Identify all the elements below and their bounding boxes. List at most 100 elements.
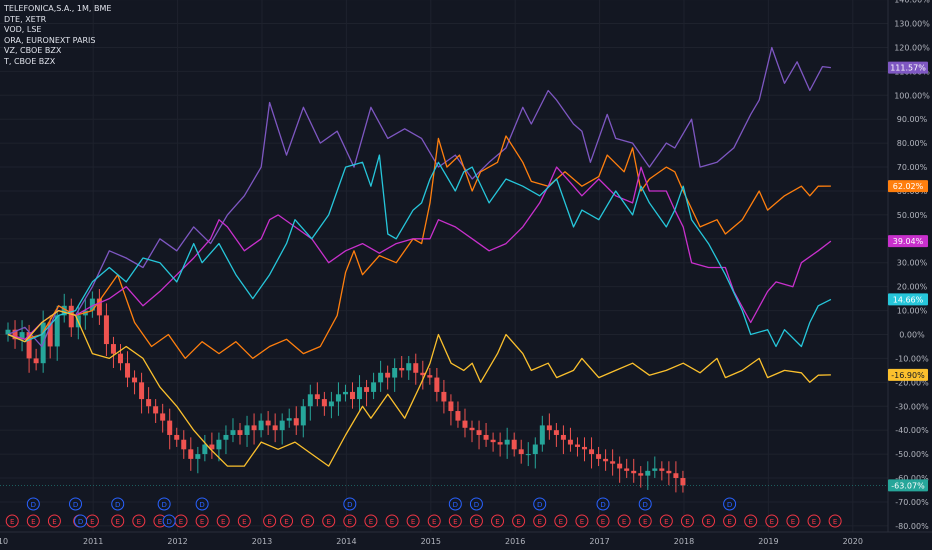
candle-body[interactable] xyxy=(307,394,313,407)
candle-body[interactable] xyxy=(342,391,348,395)
candle-body[interactable] xyxy=(293,418,299,426)
candle-body[interactable] xyxy=(26,332,32,359)
earnings-marker[interactable] xyxy=(702,514,716,528)
legend-t[interactable]: T, CBOE BZX xyxy=(4,56,56,66)
candle-body[interactable] xyxy=(33,358,39,364)
candle-body[interactable] xyxy=(321,399,327,407)
candle-body[interactable] xyxy=(335,394,341,402)
candle-body[interactable] xyxy=(448,401,454,412)
candle-body[interactable] xyxy=(328,401,334,407)
series-line-vz[interactable] xyxy=(7,135,831,360)
earnings-marker[interactable] xyxy=(132,514,146,528)
earnings-marker[interactable] xyxy=(617,514,631,528)
candle-body[interactable] xyxy=(518,449,524,455)
earnings-marker[interactable] xyxy=(364,514,378,528)
earnings-marker[interactable] xyxy=(47,514,61,528)
candle-body[interactable] xyxy=(181,439,187,450)
candle-body[interactable] xyxy=(139,382,145,400)
candle-body[interactable] xyxy=(174,434,180,440)
dividend-marker-upper[interactable] xyxy=(343,497,357,511)
candle-body[interactable] xyxy=(153,406,159,414)
candle-body[interactable] xyxy=(5,329,11,335)
candle-body[interactable] xyxy=(223,434,229,440)
earnings-marker[interactable] xyxy=(343,514,357,528)
dividend-marker-upper[interactable] xyxy=(69,497,83,511)
earnings-marker[interactable] xyxy=(406,514,420,528)
candle-body[interactable] xyxy=(132,377,138,383)
earnings-marker[interactable] xyxy=(111,514,125,528)
legend-main-symbol[interactable]: TELEFONICA,S.A., 1M, BME xyxy=(4,4,112,13)
candle-body[interactable] xyxy=(209,444,215,450)
candle-body[interactable] xyxy=(504,439,510,445)
candle-body[interactable] xyxy=(610,461,616,464)
earnings-marker[interactable] xyxy=(744,514,758,528)
candle-body[interactable] xyxy=(511,439,517,450)
candle-body[interactable] xyxy=(624,468,630,471)
candle-body[interactable] xyxy=(638,473,644,476)
candle-body[interactable] xyxy=(652,468,658,471)
candle-body[interactable] xyxy=(146,399,152,407)
candle-body[interactable] xyxy=(110,344,116,354)
candle-body[interactable] xyxy=(279,420,285,431)
dividend-marker-upper[interactable] xyxy=(638,497,652,511)
dividend-marker-upper[interactable] xyxy=(596,497,610,511)
candle-body[interactable] xyxy=(188,449,194,459)
dividend-marker-upper[interactable] xyxy=(157,497,171,511)
candle-body[interactable] xyxy=(497,442,503,445)
earnings-marker[interactable] xyxy=(427,514,441,528)
candle-body[interactable] xyxy=(371,382,377,392)
dividend-marker-upper[interactable] xyxy=(533,497,547,511)
candle-body[interactable] xyxy=(560,434,566,440)
candle-body[interactable] xyxy=(272,425,278,431)
earnings-marker[interactable] xyxy=(786,514,800,528)
candle-body[interactable] xyxy=(357,387,363,400)
candle-body[interactable] xyxy=(392,367,398,378)
dividend-marker[interactable] xyxy=(162,514,176,528)
dividend-marker-upper[interactable] xyxy=(26,497,40,511)
earnings-marker[interactable] xyxy=(554,514,568,528)
candle-body[interactable] xyxy=(300,406,306,426)
candle-body[interactable] xyxy=(567,439,573,445)
legend-ora[interactable]: ORA, EURONEXT PARIS xyxy=(4,35,96,45)
candle-body[interactable] xyxy=(553,430,559,435)
earnings-marker[interactable] xyxy=(765,514,779,528)
candle-body[interactable] xyxy=(103,315,109,345)
candle-body[interactable] xyxy=(61,305,67,316)
candle-body[interactable] xyxy=(47,322,53,347)
candle-body[interactable] xyxy=(462,420,468,428)
candle-body[interactable] xyxy=(469,427,475,431)
candle-body[interactable] xyxy=(574,444,580,447)
candle-body[interactable] xyxy=(364,387,370,392)
candle-body[interactable] xyxy=(476,430,482,435)
candle-body[interactable] xyxy=(399,367,405,371)
candle-body[interactable] xyxy=(89,298,95,311)
candle-body[interactable] xyxy=(666,470,672,474)
legend-vz[interactable]: VZ, CBOE BZX xyxy=(4,46,62,55)
candle-body[interactable] xyxy=(603,458,609,462)
candle-body[interactable] xyxy=(406,363,412,371)
earnings-marker[interactable] xyxy=(596,514,610,528)
candle-body[interactable] xyxy=(286,418,292,421)
candle-body[interactable] xyxy=(265,420,271,426)
candle-body[interactable] xyxy=(582,446,588,450)
candle-body[interactable] xyxy=(525,454,531,456)
earnings-marker[interactable] xyxy=(638,514,652,528)
candle-body[interactable] xyxy=(251,425,257,431)
candle-body[interactable] xyxy=(673,473,679,479)
earnings-marker[interactable] xyxy=(385,514,399,528)
candle-body[interactable] xyxy=(195,454,201,459)
candle-body[interactable] xyxy=(441,391,447,402)
earnings-marker[interactable] xyxy=(533,514,547,528)
candle-body[interactable] xyxy=(385,372,391,378)
earnings-marker[interactable] xyxy=(680,514,694,528)
earnings-marker[interactable] xyxy=(5,514,19,528)
candle-body[interactable] xyxy=(659,468,665,471)
candle-body[interactable] xyxy=(160,413,166,421)
earnings-marker[interactable] xyxy=(491,514,505,528)
earnings-marker[interactable] xyxy=(280,514,294,528)
earnings-marker[interactable] xyxy=(469,514,483,528)
candle-body[interactable] xyxy=(617,463,623,469)
candle-body[interactable] xyxy=(12,329,18,340)
series-line-vod[interactable] xyxy=(7,154,832,348)
